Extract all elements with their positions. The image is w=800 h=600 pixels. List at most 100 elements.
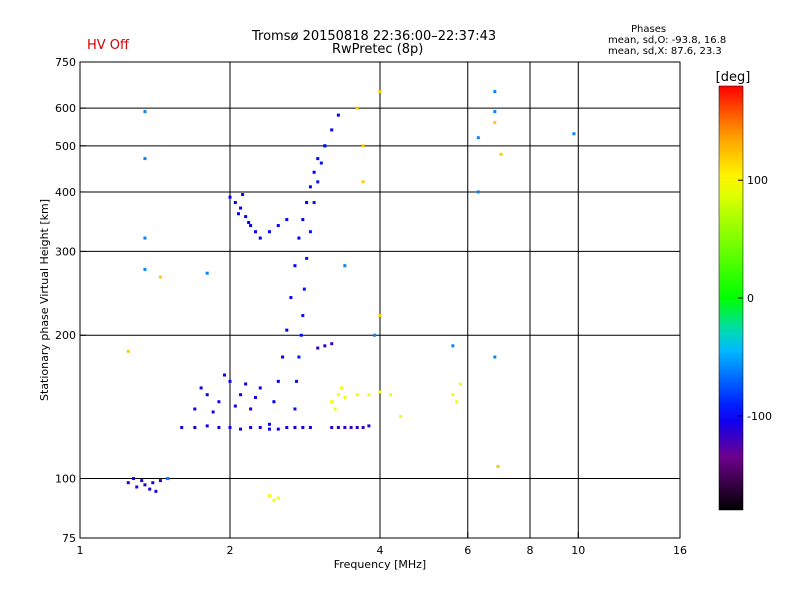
data-point xyxy=(151,481,155,485)
y-tick-label: 750 xyxy=(55,56,76,69)
data-point xyxy=(267,494,271,498)
data-point xyxy=(258,425,262,429)
data-point xyxy=(493,90,497,94)
x-tick-label: 6 xyxy=(464,544,471,557)
data-point xyxy=(258,386,262,390)
data-point xyxy=(308,425,312,429)
data-point xyxy=(249,425,253,429)
data-point xyxy=(308,185,312,189)
data-point xyxy=(241,193,245,197)
data-point xyxy=(299,333,303,337)
colorbar-tick-label: 0 xyxy=(747,292,754,305)
data-point xyxy=(496,464,500,468)
x-tick-label: 16 xyxy=(673,544,687,557)
data-point xyxy=(476,190,480,194)
data-point xyxy=(493,355,497,359)
data-point xyxy=(319,161,323,165)
data-point xyxy=(267,422,271,426)
data-point xyxy=(217,425,221,429)
data-point xyxy=(140,479,144,483)
data-point xyxy=(293,407,297,411)
data-point xyxy=(295,379,299,383)
y-tick-label: 200 xyxy=(55,329,76,342)
data-point xyxy=(143,236,147,240)
colorbar-label: [deg] xyxy=(716,70,751,85)
data-point xyxy=(228,425,232,429)
data-point xyxy=(305,201,309,205)
data-point xyxy=(293,264,297,268)
data-point xyxy=(367,393,371,397)
data-point xyxy=(223,373,227,377)
data-point xyxy=(336,393,340,397)
data-point xyxy=(323,144,327,148)
data-point xyxy=(330,342,334,346)
data-point xyxy=(272,400,276,404)
colorbar-tick-label: 100 xyxy=(747,174,768,187)
data-point xyxy=(330,400,334,404)
data-point xyxy=(276,379,280,383)
data-point xyxy=(458,382,462,386)
data-point xyxy=(343,395,347,399)
y-tick-label: 500 xyxy=(55,140,76,153)
data-point xyxy=(285,425,289,429)
data-point xyxy=(126,349,130,353)
data-point xyxy=(276,224,280,228)
x-tick-label: 8 xyxy=(527,544,534,557)
data-point xyxy=(143,267,147,271)
data-point xyxy=(205,393,209,397)
data-point xyxy=(244,215,248,219)
data-point xyxy=(476,136,480,140)
data-point xyxy=(205,271,209,275)
colorbar-tick-label: -100 xyxy=(747,410,772,423)
hv-status-label: HV Off xyxy=(87,38,129,53)
data-point xyxy=(330,128,334,132)
data-point xyxy=(312,201,316,205)
data-point xyxy=(126,481,130,485)
data-point xyxy=(276,496,280,500)
x-tick-label: 1 xyxy=(77,544,84,557)
data-point xyxy=(336,113,340,117)
data-point xyxy=(166,477,170,481)
y-tick-label: 100 xyxy=(55,473,76,486)
data-point xyxy=(193,425,197,429)
data-point xyxy=(361,425,365,429)
data-point xyxy=(343,264,347,268)
data-point xyxy=(493,120,497,124)
data-point xyxy=(233,404,237,408)
data-point xyxy=(355,106,359,110)
data-point xyxy=(316,346,320,350)
data-point xyxy=(297,355,301,359)
data-point xyxy=(258,236,262,240)
data-point xyxy=(355,393,359,397)
data-point xyxy=(253,395,257,399)
data-point xyxy=(323,344,327,348)
data-point xyxy=(316,180,320,184)
data-point xyxy=(285,218,289,222)
data-point xyxy=(499,152,503,156)
data-point xyxy=(148,487,152,491)
data-point xyxy=(455,400,459,404)
data-point xyxy=(244,382,248,386)
data-point xyxy=(330,425,334,429)
data-point xyxy=(349,425,353,429)
x-axis-label: Frequency [MHz] xyxy=(334,558,426,571)
phases-heading: Phases xyxy=(631,24,667,35)
data-point xyxy=(293,425,297,429)
data-point xyxy=(301,218,305,222)
data-point xyxy=(228,195,232,199)
data-point xyxy=(378,314,382,318)
y-tick-label: 600 xyxy=(55,102,76,115)
data-point xyxy=(355,425,359,429)
data-point xyxy=(367,424,371,428)
data-point xyxy=(249,407,253,411)
x-tick-label: 2 xyxy=(227,544,234,557)
data-point xyxy=(131,477,135,481)
data-point xyxy=(272,498,276,502)
data-point xyxy=(451,393,455,397)
data-point xyxy=(267,230,271,234)
data-point xyxy=(205,424,209,428)
data-point xyxy=(193,407,197,411)
data-point xyxy=(361,180,365,184)
data-point xyxy=(373,333,377,337)
